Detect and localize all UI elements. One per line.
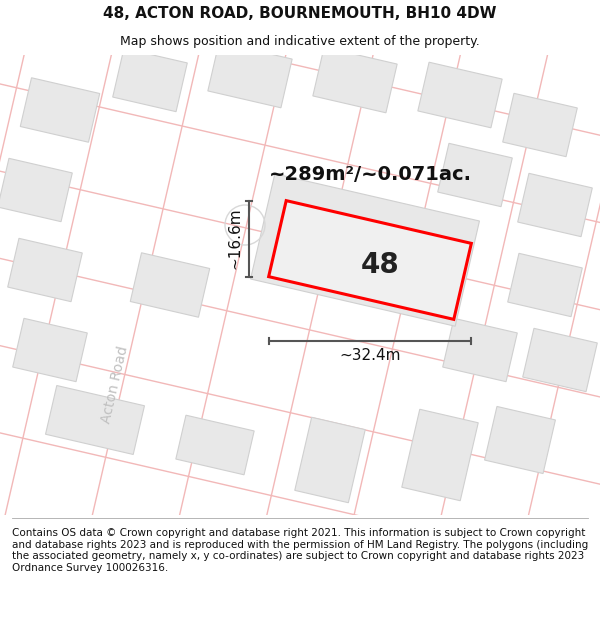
Text: 48: 48: [361, 251, 400, 279]
Polygon shape: [13, 318, 87, 382]
Polygon shape: [508, 253, 582, 317]
Text: ~289m²/~0.071ac.: ~289m²/~0.071ac.: [269, 166, 472, 184]
Polygon shape: [518, 173, 592, 237]
Polygon shape: [438, 143, 512, 207]
Polygon shape: [113, 48, 187, 112]
Polygon shape: [130, 253, 210, 318]
Polygon shape: [46, 386, 145, 454]
Polygon shape: [313, 48, 397, 112]
Polygon shape: [402, 409, 478, 501]
Polygon shape: [418, 62, 502, 127]
Polygon shape: [503, 93, 577, 157]
Polygon shape: [20, 78, 100, 142]
Text: Contains OS data © Crown copyright and database right 2021. This information is : Contains OS data © Crown copyright and d…: [12, 528, 588, 573]
Text: Acton Road: Acton Road: [99, 345, 131, 425]
Text: ~32.4m: ~32.4m: [339, 348, 401, 363]
Polygon shape: [485, 406, 556, 474]
Text: Map shows position and indicative extent of the property.: Map shows position and indicative extent…: [120, 35, 480, 48]
Polygon shape: [8, 238, 82, 302]
Polygon shape: [523, 328, 597, 392]
Polygon shape: [0, 158, 72, 222]
Polygon shape: [176, 415, 254, 475]
Polygon shape: [269, 201, 472, 319]
Text: 48, ACTON ROAD, BOURNEMOUTH, BH10 4DW: 48, ACTON ROAD, BOURNEMOUTH, BH10 4DW: [103, 6, 497, 21]
Text: ~16.6m: ~16.6m: [227, 208, 242, 269]
Polygon shape: [443, 318, 517, 382]
Polygon shape: [251, 174, 479, 326]
Polygon shape: [295, 418, 365, 502]
Polygon shape: [208, 42, 292, 107]
